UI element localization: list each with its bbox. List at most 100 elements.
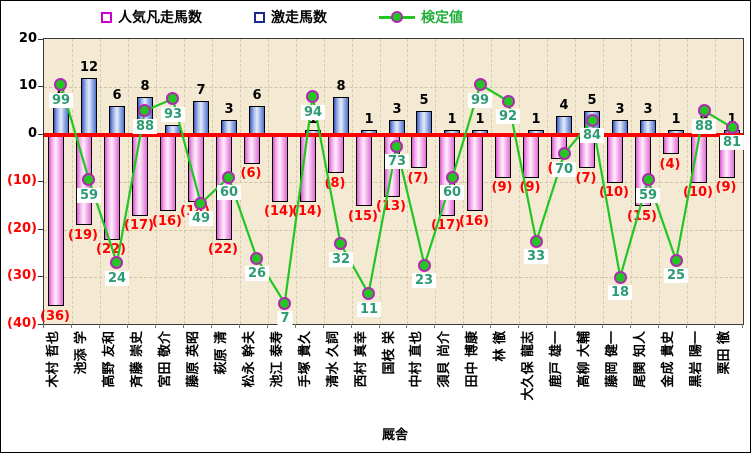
x-category-label: 栗田 徹 <box>717 331 732 375</box>
label-kentei-value: 59 <box>76 188 102 203</box>
kentei-dot <box>194 197 207 210</box>
x-axis-tick-mark <box>127 324 128 328</box>
legend-item-gekiso: 激走馬数 <box>254 7 327 27</box>
h-gridline <box>44 277 743 278</box>
legend-gekiso-label: 激走馬数 <box>271 10 327 26</box>
x-axis-tick-mark <box>742 324 743 328</box>
label-ninki-count: (7) <box>575 171 597 186</box>
kentei-dot <box>278 297 291 310</box>
v-gridline <box>72 39 73 324</box>
x-axis-tick-mark <box>686 324 687 328</box>
y-axis-tick-mark <box>38 229 43 230</box>
x-axis-title: 厩舎 <box>381 428 408 443</box>
label-gekiso-count: 1 <box>531 112 541 127</box>
label-kentei-value: 93 <box>160 107 186 122</box>
kentei-line <box>59 82 733 307</box>
y-axis-tick-mark <box>38 134 43 135</box>
label-ninki-count: (9) <box>491 180 513 195</box>
kentei-dot <box>530 235 543 248</box>
label-gekiso-count: 3 <box>224 102 234 117</box>
label-ninki-count: (16) <box>459 214 489 229</box>
x-axis-tick-mark <box>434 324 435 328</box>
label-gekiso-count: 1 <box>727 112 737 127</box>
y-axis-tick-label: (30) <box>7 268 37 283</box>
legend-item-ninki: 人気凡走馬数 <box>101 7 202 27</box>
v-gridline <box>407 39 408 324</box>
h-gridline <box>44 87 743 88</box>
label-kentei-value: 88 <box>691 119 717 134</box>
x-axis-tick-mark <box>406 324 407 328</box>
x-category-label: 宮田 敬介 <box>158 331 173 388</box>
v-gridline <box>184 39 185 324</box>
y-axis-tick-mark <box>38 324 43 325</box>
x-axis-tick-mark <box>71 324 72 328</box>
kentei-dot <box>82 173 95 186</box>
label-kentei-value: 26 <box>244 266 270 281</box>
x-axis-tick-mark <box>714 324 715 328</box>
v-gridline <box>324 39 325 324</box>
y-axis-tick-label: (10) <box>7 173 37 188</box>
x-axis-tick-mark <box>351 324 352 328</box>
x-axis-tick-mark <box>602 324 603 328</box>
x-axis-tick-mark <box>518 324 519 328</box>
y-axis-tick-label: (40) <box>7 316 37 331</box>
plot-area: (36)699(19)1259(22)624(17)888(16)293(14)… <box>40 38 745 326</box>
x-category-label: 池江 泰寿 <box>270 331 285 388</box>
label-kentei-value: 23 <box>411 273 437 288</box>
label-kentei-value: 92 <box>495 109 521 124</box>
gekiso-legend-swatch-icon <box>254 11 265 23</box>
kentei-dot <box>250 252 263 265</box>
kentei-dot <box>418 259 431 272</box>
label-gekiso-count: 5 <box>419 93 429 108</box>
kentei-dot <box>54 78 67 91</box>
kentei-dot <box>558 147 571 160</box>
label-ninki-count: (17) <box>124 218 154 233</box>
label-kentei-value: 88 <box>132 119 158 134</box>
label-kentei-value: 18 <box>607 285 633 300</box>
kentei-dot <box>306 90 319 103</box>
label-kentei-value: 81 <box>719 135 745 150</box>
y-axis-tick-label: 20 <box>18 31 37 46</box>
label-kentei-value: 32 <box>328 252 354 267</box>
kentei-dot <box>138 104 151 117</box>
kentei-dot <box>474 78 487 91</box>
x-axis-tick-mark <box>211 324 212 328</box>
label-kentei-value: 94 <box>300 105 326 120</box>
x-axis-tick-mark <box>155 324 156 328</box>
label-kentei-value: 60 <box>439 185 465 200</box>
legend: 人気凡走馬数 激走馬数 検定値 <box>101 7 463 27</box>
v-gridline <box>463 39 464 324</box>
zero-line <box>44 133 743 137</box>
x-category-label: 萩原 清 <box>214 331 229 375</box>
label-gekiso-count: 3 <box>392 102 402 117</box>
legend-kentei-label: 検定値 <box>421 10 463 26</box>
label-gekiso-count: 5 <box>587 93 597 108</box>
y-axis-tick-mark <box>38 181 43 182</box>
kentei-dot <box>222 171 235 184</box>
label-gekiso-count: 1 <box>447 112 457 127</box>
label-kentei-value: 99 <box>48 93 74 108</box>
label-kentei-value: 25 <box>663 268 689 283</box>
x-category-label: 斉藤 崇史 <box>130 331 145 388</box>
label-kentei-value: 49 <box>188 211 214 226</box>
label-kentei-value: 99 <box>467 93 493 108</box>
label-kentei-value: 59 <box>635 188 661 203</box>
label-gekiso-count: 3 <box>615 102 625 117</box>
x-category-label: 国枝 栄 <box>382 331 397 375</box>
x-category-label: 池添 学 <box>74 331 89 375</box>
label-ninki-count: (22) <box>208 242 238 257</box>
x-axis-tick-mark <box>267 324 268 328</box>
x-category-label: 藤原 英昭 <box>186 331 201 388</box>
label-gekiso-count: 1 <box>671 112 681 127</box>
v-gridline <box>212 39 213 324</box>
x-axis-tick-mark <box>658 324 659 328</box>
label-ninki-count: (14) <box>292 204 322 219</box>
x-category-label: 手塚 貴久 <box>298 331 313 388</box>
x-axis-tick-mark <box>239 324 240 328</box>
label-gekiso-count: 4 <box>559 98 569 113</box>
x-category-label: 尾関 知人 <box>633 331 648 388</box>
x-axis-tick-mark <box>379 324 380 328</box>
v-gridline <box>631 39 632 324</box>
label-kentei-value: 70 <box>551 162 577 177</box>
